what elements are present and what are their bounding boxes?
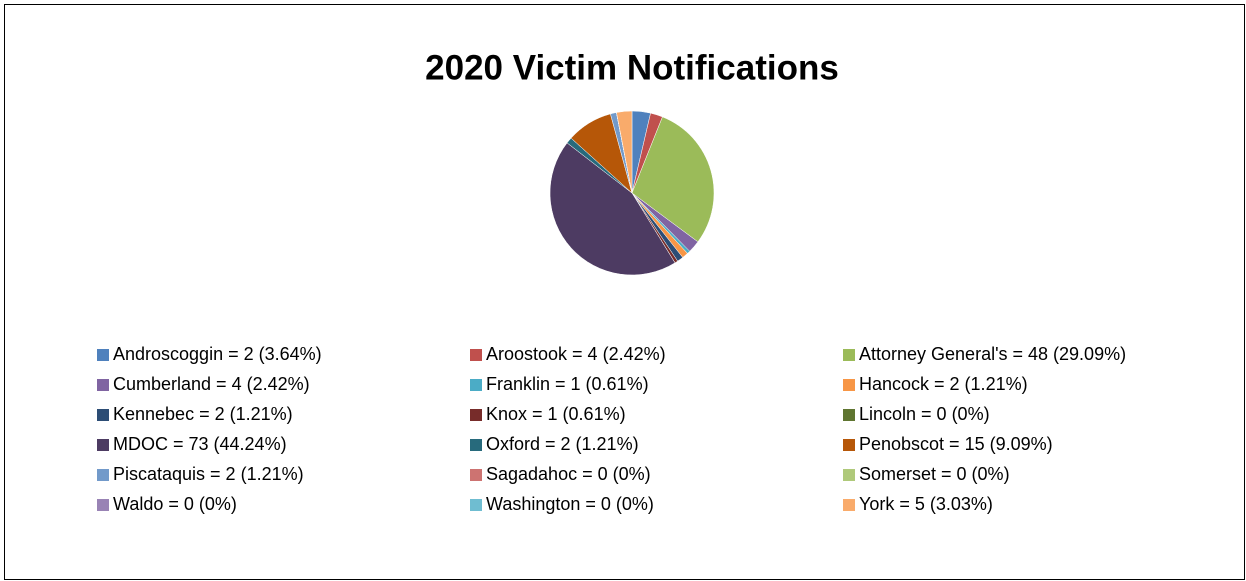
legend-label: Piscataquis = 2 (1.21%)	[113, 464, 304, 484]
legend-label: Androscoggin = 2 (3.64%)	[113, 344, 322, 364]
legend-swatch	[97, 379, 109, 391]
pie-slice	[616, 110, 633, 194]
legend-swatch	[470, 439, 482, 451]
legend-label: York = 5 (3.03%)	[859, 494, 993, 514]
legend-swatch	[470, 349, 482, 361]
legend-swatch	[843, 379, 855, 391]
legend-swatch	[97, 469, 109, 481]
legend-label: Penobscot = 15 (9.09%)	[859, 434, 1053, 454]
legend-swatch	[97, 349, 109, 361]
legend-label: Somerset = 0 (0%)	[859, 464, 1010, 484]
legend-swatch	[470, 469, 482, 481]
legend-label: Oxford = 2 (1.21%)	[486, 434, 639, 454]
legend-swatch	[470, 499, 482, 511]
legend-swatch	[97, 409, 109, 421]
legend-label: Washington = 0 (0%)	[486, 494, 654, 514]
legend-label: Aroostook = 4 (2.42%)	[486, 344, 666, 364]
legend-swatch	[843, 349, 855, 361]
legend-label: Hancock = 2 (1.21%)	[859, 374, 1028, 394]
legend-swatch	[97, 439, 109, 451]
legend-swatch	[843, 439, 855, 451]
legend-swatch	[843, 499, 855, 511]
legend-label: Attorney General's = 48 (29.09%)	[859, 344, 1126, 364]
legend-swatch	[843, 409, 855, 421]
legend-label: Cumberland = 4 (2.42%)	[113, 374, 310, 394]
legend-swatch	[97, 499, 109, 511]
chart-title: 2020 Victim Notifications	[425, 48, 839, 87]
legend-swatch	[470, 409, 482, 421]
legend-label: Kennebec = 2 (1.21%)	[113, 404, 293, 424]
chart-border	[4, 4, 1245, 580]
legend-swatch	[470, 379, 482, 391]
legend-label: Lincoln = 0 (0%)	[859, 404, 990, 424]
legend-swatch	[843, 469, 855, 481]
pie-slice	[549, 142, 676, 276]
pie-slice	[631, 116, 715, 243]
legend-label: Sagadahoc = 0 (0%)	[486, 464, 651, 484]
legend-label: Waldo = 0 (0%)	[113, 494, 237, 514]
legend-label: Knox = 1 (0.61%)	[486, 404, 626, 424]
legend-label: Franklin = 1 (0.61%)	[486, 374, 649, 394]
legend-label: MDOC = 73 (44.24%)	[113, 434, 287, 454]
